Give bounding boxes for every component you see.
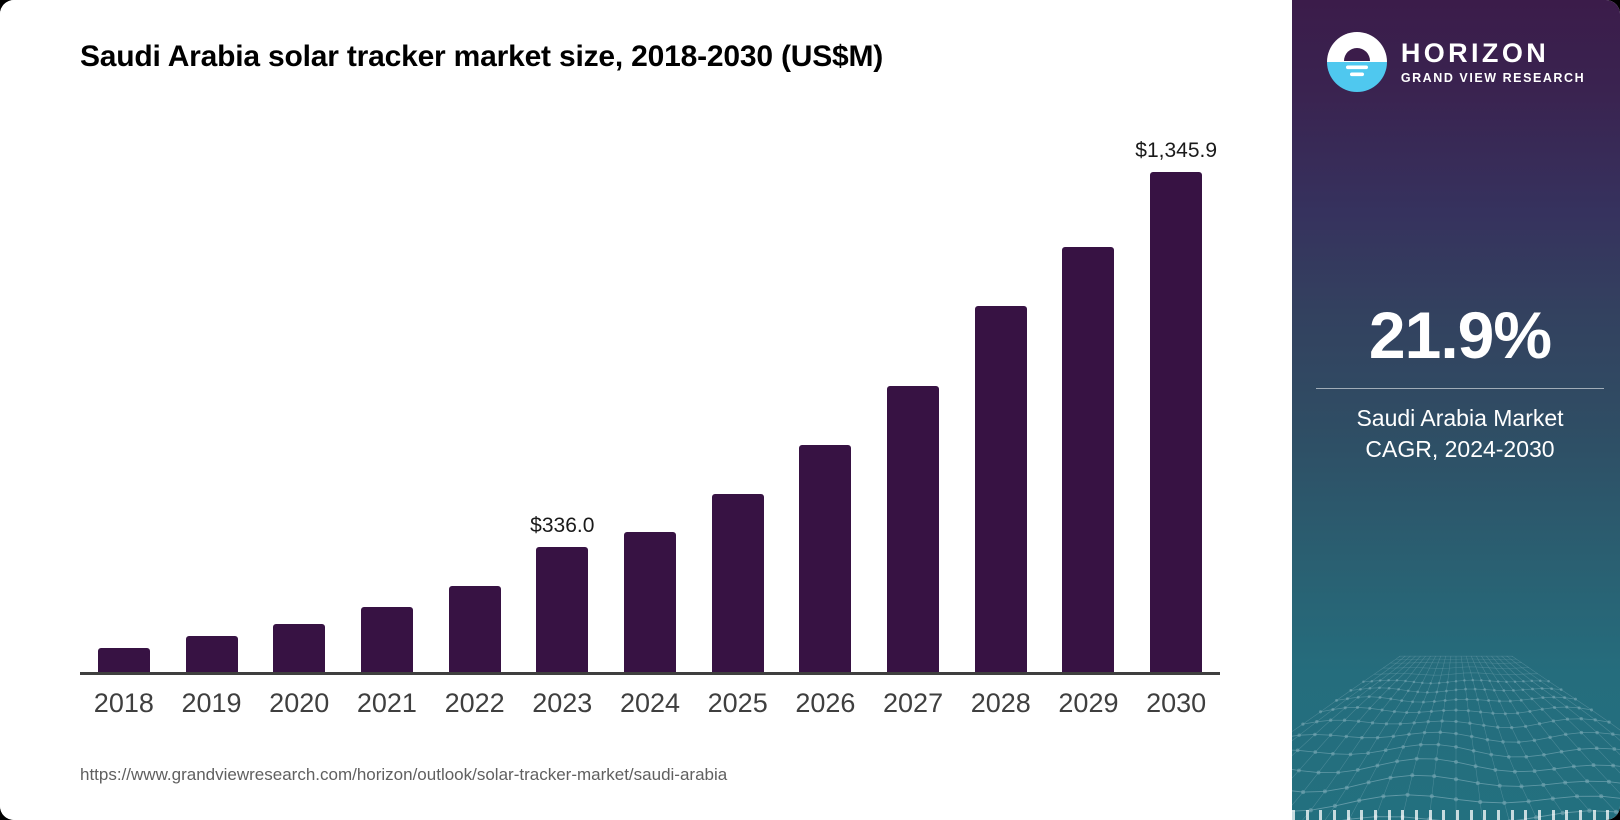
chart-panel: Saudi Arabia solar tracker market size, … (80, 40, 1220, 784)
strip-dash (1319, 810, 1333, 820)
strip-dash (1483, 810, 1497, 820)
bottom-tick-strip (1292, 810, 1620, 820)
sunrise-circle-logo-icon (1326, 32, 1387, 92)
bar-group (360, 117, 413, 672)
x-axis-tick-label: 2030 (1146, 688, 1207, 718)
strip-dash (1333, 810, 1347, 820)
bar (97, 647, 150, 672)
strip-dash (1579, 810, 1593, 820)
strip-dash (1292, 810, 1306, 820)
x-axis-tick-label: 2021 (356, 688, 417, 718)
logo-subtitle: GRAND VIEW RESEARCH (1400, 71, 1586, 86)
bar-group (1062, 117, 1115, 672)
strip-dash (1360, 810, 1374, 820)
strip-dash (1374, 810, 1388, 820)
x-axis-tick-label: 2018 (93, 688, 154, 718)
bar (711, 493, 764, 672)
strip-dash (1469, 810, 1484, 820)
strip-dash (1442, 810, 1456, 820)
strip-dash (1592, 810, 1607, 820)
x-axis-tick-label: 2026 (795, 688, 856, 718)
bar-group (887, 117, 940, 672)
x-axis-tick-label: 2025 (707, 688, 768, 718)
strip-dash (1524, 810, 1538, 820)
bar-group (799, 117, 852, 672)
cagr-caption: Saudi Arabia Market CAGR, 2024-2030 (1316, 403, 1604, 464)
bar-group (97, 117, 150, 672)
bar: $336.0 (530, 514, 594, 672)
x-axis-tick-label: 2029 (1058, 688, 1119, 718)
cagr-highlight-block: 21.9% Saudi Arabia Market CAGR, 2024-203… (1316, 298, 1604, 464)
page-title: Saudi Arabia solar tracker market size, … (80, 40, 884, 73)
x-axis-tick-labels: 2018 2019 2020 2021 2022 2023 2024 2025 2026 2027… (80, 688, 1220, 728)
bar (448, 585, 501, 672)
x-axis-tick-label: 2023 (532, 688, 593, 718)
bar (1062, 246, 1115, 672)
strip-dash (1565, 810, 1579, 820)
bar-group (711, 117, 764, 672)
strip-dash (1456, 810, 1470, 820)
bar (887, 386, 940, 672)
strip-dash (1387, 810, 1402, 820)
bar-value-label: $1,345.9 (1135, 139, 1218, 163)
bar-value-label: $336.0 (530, 514, 595, 538)
bar-group (624, 117, 676, 672)
x-axis-tick-label: 2019 (181, 688, 242, 718)
strip-dash (1401, 810, 1415, 820)
divider (1316, 388, 1604, 390)
bar-group (273, 117, 326, 672)
x-axis-tick-label: 2027 (883, 688, 944, 718)
x-axis-tick-label: 2028 (970, 688, 1031, 718)
bar (273, 623, 326, 672)
bar-group (974, 117, 1027, 672)
brand-logo: HORIZON GRAND VIEW RESEARCH (1292, 32, 1620, 92)
bar-group (448, 117, 501, 672)
cagr-value: 21.9% (1368, 298, 1552, 372)
wireframe-terrain-grid-icon (1292, 655, 1620, 820)
strip-dash (1497, 810, 1511, 820)
strip-dash (1510, 810, 1525, 820)
x-axis-tick-label: 2024 (619, 688, 681, 718)
strip-dash (1305, 810, 1320, 820)
bar-group: $336.0 (530, 117, 594, 672)
x-axis-tick-label: 2020 (269, 688, 330, 718)
bar (624, 531, 676, 672)
bar-group: $1,345.9 (1135, 117, 1217, 672)
logo-title: HORIZON (1400, 37, 1550, 68)
x-axis-line (80, 672, 1220, 675)
bar (974, 306, 1027, 672)
brand-sidebar-panel: HORIZON GRAND VIEW RESEARCH 21.9% Saudi … (1292, 0, 1620, 820)
strip-dash (1415, 810, 1429, 820)
strip-dash (1346, 810, 1361, 820)
strip-dash (1538, 810, 1552, 820)
strip-dash (1606, 810, 1620, 820)
bar-chart-plot-area: $336.0 $1,345.9 (80, 120, 1220, 675)
bar (185, 636, 238, 672)
bar-group (185, 117, 238, 672)
cagr-caption-line-2: CAGR, 2024-2030 (1365, 435, 1555, 462)
cagr-caption-line-1: Saudi Arabia Market (1356, 405, 1564, 432)
strip-dash (1428, 810, 1443, 820)
bar (799, 444, 852, 672)
bar (360, 607, 413, 672)
bar: $1,345.9 (1135, 139, 1217, 672)
source-url-text: https://www.grandviewresearch.com/horizo… (80, 765, 728, 784)
x-axis-tick-label: 2022 (444, 688, 505, 718)
strip-dash (1551, 810, 1566, 820)
